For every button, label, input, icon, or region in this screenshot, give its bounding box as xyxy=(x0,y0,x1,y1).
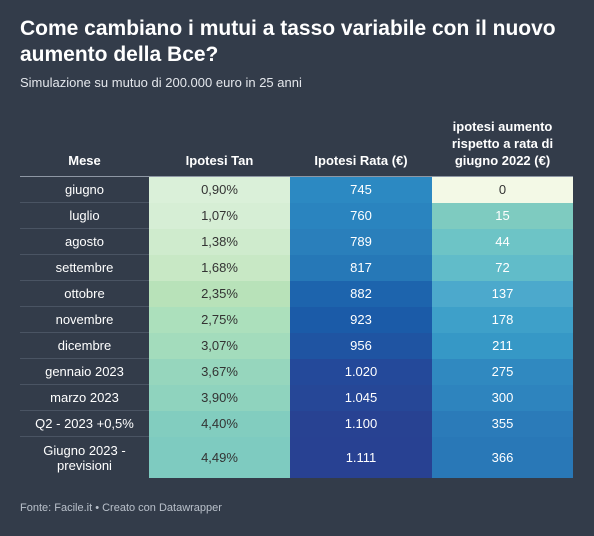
cell-tan: 3,90% xyxy=(149,384,290,411)
cell-tan: 1,07% xyxy=(149,202,290,229)
table-row: novembre 2,75% 923 178 xyxy=(20,306,573,333)
cell-aumento: 300 xyxy=(432,384,573,411)
cell-rata: 923 xyxy=(290,306,432,333)
cell-rata: 1.045 xyxy=(290,384,432,411)
cell-mese: ottobre xyxy=(20,280,149,307)
cell-tan: 2,75% xyxy=(149,306,290,333)
cell-tan: 4,49% xyxy=(149,436,290,478)
cell-rata: 760 xyxy=(290,202,432,229)
cell-tan: 2,35% xyxy=(149,280,290,307)
cell-mese: marzo 2023 xyxy=(20,384,149,411)
table-row: luglio 1,07% 760 15 xyxy=(20,202,573,229)
cell-rata: 745 xyxy=(290,176,432,203)
cell-aumento: 44 xyxy=(432,228,573,255)
cell-rata: 1.111 xyxy=(290,436,432,478)
cell-mese: agosto xyxy=(20,228,149,255)
table-row: agosto 1,38% 789 44 xyxy=(20,228,573,255)
cell-tan: 4,40% xyxy=(149,410,290,437)
cell-aumento: 15 xyxy=(432,202,573,229)
cell-aumento: 211 xyxy=(432,332,573,359)
cell-aumento: 355 xyxy=(432,410,573,437)
cell-mese: settembre xyxy=(20,254,149,281)
table-body: giugno 0,90% 745 0 luglio 1,07% 760 15 agosto 1,3… xyxy=(20,176,573,478)
cell-aumento: 72 xyxy=(432,254,573,281)
table-row: gennaio 2023 3,67% 1.020 275 xyxy=(20,358,573,385)
data-table: Mese Ipotesi Tan Ipotesi Rata (€) ipotes… xyxy=(20,118,573,478)
table-row: dicembre 3,07% 956 211 xyxy=(20,332,573,359)
table-row: Q2 - 2023 +0,5% 4,40% 1.100 355 xyxy=(20,410,573,437)
column-header-rata: Ipotesi Rata (€) xyxy=(290,118,432,177)
cell-mese: dicembre xyxy=(20,332,149,359)
cell-tan: 1,38% xyxy=(149,228,290,255)
cell-mese: Q2 - 2023 +0,5% xyxy=(20,410,149,437)
cell-aumento: 275 xyxy=(432,358,573,385)
cell-rata: 1.100 xyxy=(290,410,432,437)
chart-title: Come cambiano i mutui a tasso variabile … xyxy=(20,17,556,66)
column-header-aumento: ipotesi aumento rispetto a rata di giugn… xyxy=(432,118,573,177)
cell-rata: 882 xyxy=(290,280,432,307)
table-row: marzo 2023 3,90% 1.045 300 xyxy=(20,384,573,411)
chart-subtitle: Simulazione su mutuo di 200.000 euro in … xyxy=(20,75,302,90)
cell-mese: gennaio 2023 xyxy=(20,358,149,385)
cell-aumento: 137 xyxy=(432,280,573,307)
cell-mese: Giugno 2023 - previsioni xyxy=(43,442,126,473)
cell-aumento: 178 xyxy=(432,306,573,333)
table-header-row: Mese Ipotesi Tan Ipotesi Rata (€) ipotes… xyxy=(20,118,573,177)
cell-rata: 1.020 xyxy=(290,358,432,385)
column-header-mese: Mese xyxy=(20,118,149,177)
table-row: giugno 0,90% 745 0 xyxy=(20,176,573,203)
cell-mese: novembre xyxy=(20,306,149,333)
cell-tan: 0,90% xyxy=(149,176,290,203)
cell-aumento: 366 xyxy=(432,436,573,478)
table-row: Giugno 2023 - previsioni 4,49% 1.111 366 xyxy=(20,436,573,478)
cell-aumento: 0 xyxy=(432,176,573,203)
cell-rata: 956 xyxy=(290,332,432,359)
cell-mese: luglio xyxy=(20,202,149,229)
cell-tan: 3,07% xyxy=(149,332,290,359)
cell-tan: 3,67% xyxy=(149,358,290,385)
table-row: ottobre 2,35% 882 137 xyxy=(20,280,573,307)
cell-rata: 789 xyxy=(290,228,432,255)
table-row: settembre 1,68% 817 72 xyxy=(20,254,573,281)
cell-rata: 817 xyxy=(290,254,432,281)
column-header-tan: Ipotesi Tan xyxy=(149,118,290,177)
cell-tan: 1,68% xyxy=(149,254,290,281)
source-footer: Fonte: Facile.it • Creato con Datawrappe… xyxy=(20,502,222,514)
cell-mese: giugno xyxy=(20,176,149,203)
